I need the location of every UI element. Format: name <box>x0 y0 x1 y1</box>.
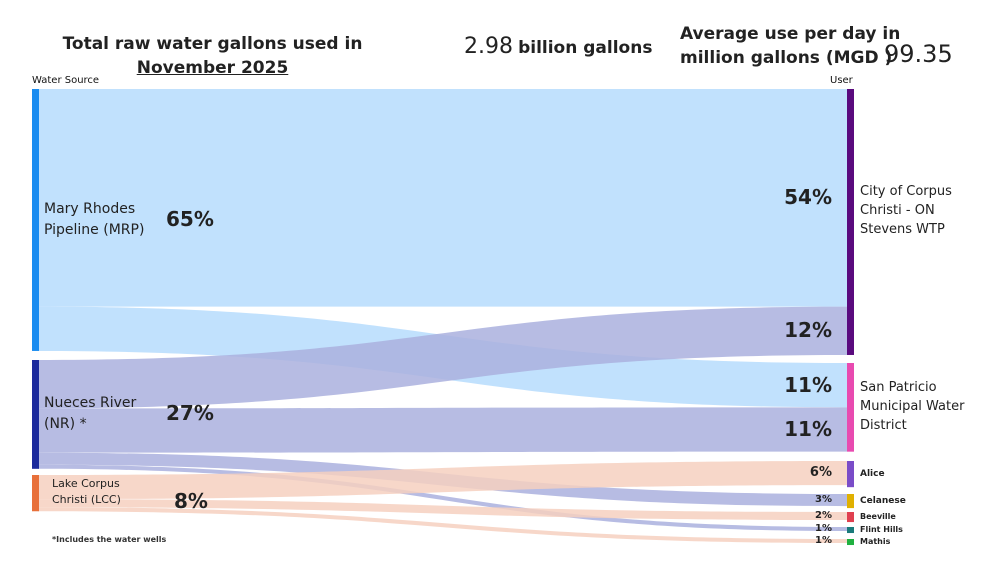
flow-percent-label: 11% <box>784 372 832 397</box>
source-label: Lake Corpus Christi (LCC) <box>52 477 121 507</box>
target-label: Mathis <box>860 537 891 546</box>
target-node-mathis[interactable] <box>847 539 854 546</box>
flow-percent-label: 6% <box>809 465 832 481</box>
target-axis-label: User <box>830 75 853 86</box>
flow-mrp-cc <box>38 89 847 307</box>
target-label: City of Corpus Christi - ON Stevens WTP <box>860 183 952 237</box>
avg-label-line2: million gallons (MGD ) <box>680 48 893 68</box>
flow-percent-label: 3% <box>815 493 832 505</box>
title-line1: Total raw water gallons used in <box>62 34 363 54</box>
source-percent: 27% <box>166 401 214 426</box>
flow-lcc-alice <box>38 461 847 500</box>
flow-percent-label: 11% <box>784 417 832 442</box>
target-node-cc[interactable] <box>847 89 854 355</box>
total-gallons: 2.98 billion gallons <box>464 34 652 60</box>
flow-nr-cc <box>38 306 847 409</box>
flow-percent-label: 12% <box>784 318 832 343</box>
source-axis-label: Water Source <box>32 75 100 86</box>
total-value: 2.98 <box>464 34 513 59</box>
source-percent: 8% <box>174 489 208 514</box>
total-unit: billion gallons <box>518 38 653 58</box>
source-label: Nueces River (NR) * <box>44 395 137 433</box>
target-node-flint[interactable] <box>847 527 854 534</box>
flow-nr-flint <box>38 464 847 532</box>
target-label: San Patricio Municipal Water District <box>860 380 965 434</box>
title: Total raw water gallons used in November… <box>60 32 365 80</box>
avg-value: 99.35 <box>884 40 953 68</box>
flow-lcc-mathis <box>38 507 847 544</box>
target-node-alice[interactable] <box>847 461 854 488</box>
flow-percent-label: 54% <box>784 185 832 210</box>
source-node-lcc[interactable] <box>32 475 39 512</box>
flow-lcc-beeville <box>38 499 847 521</box>
avg-label-line1: Average use per day in <box>680 24 901 44</box>
source-percent: 65% <box>166 206 214 231</box>
source-label: Mary Rhodes Pipeline (MRP) <box>44 200 145 238</box>
flow-percent-label: 1% <box>815 522 832 534</box>
flow-nr-sp <box>38 407 847 453</box>
target-label: Alice <box>860 469 885 480</box>
target-label: Celanese <box>860 496 906 507</box>
target-node-beeville[interactable] <box>847 512 854 523</box>
target-node-celanese[interactable] <box>847 494 854 509</box>
title-month: November 2025 <box>136 58 289 78</box>
footnote: *Includes the water wells <box>52 535 167 544</box>
avg-label: Average use per day in million gallons (… <box>680 22 900 70</box>
target-label: Flint Hills <box>860 525 903 534</box>
source-node-mrp[interactable] <box>32 89 39 351</box>
flow-percent-label: 1% <box>815 534 832 546</box>
target-label: Beeville <box>860 512 896 522</box>
target-node-sp[interactable] <box>847 363 854 452</box>
flow-percent-label: 2% <box>815 509 832 521</box>
source-node-nr[interactable] <box>32 360 39 469</box>
